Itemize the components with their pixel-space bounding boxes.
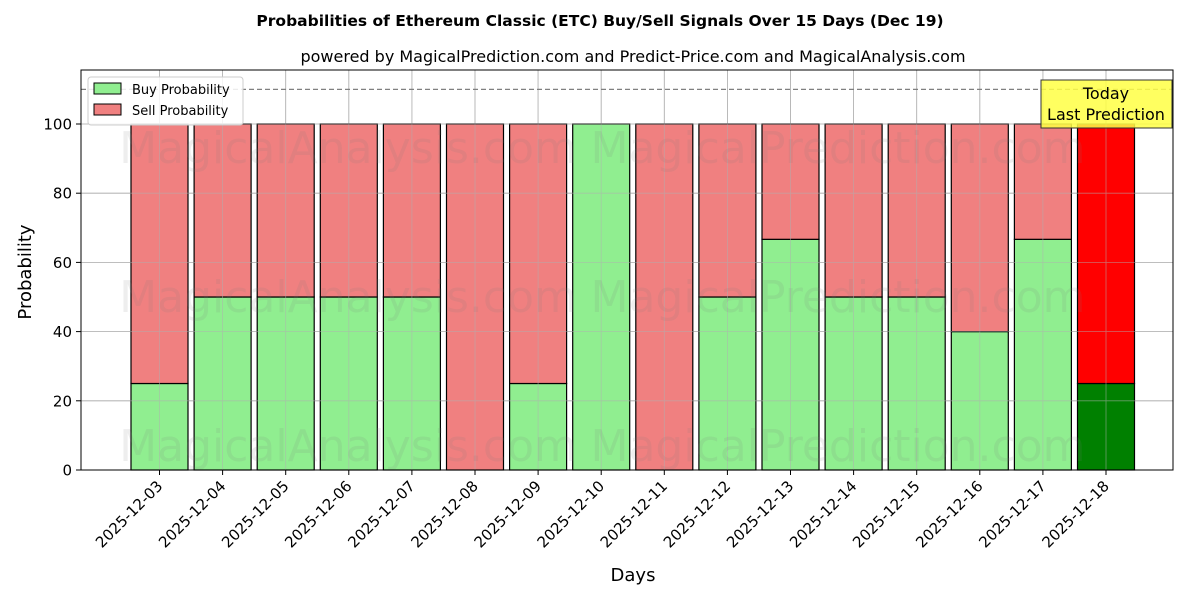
- x-tick-label: 2025-12-18: [1038, 477, 1112, 551]
- x-axis: 2025-12-032025-12-042025-12-052025-12-06…: [92, 470, 1113, 551]
- x-tick-label: 2025-12-15: [849, 477, 923, 551]
- x-tick-label: 2025-12-17: [975, 477, 1049, 551]
- x-tick-label: 2025-12-06: [281, 477, 355, 551]
- x-tick-label: 2025-12-11: [597, 477, 671, 551]
- x-tick-label: 2025-12-12: [660, 477, 734, 551]
- watermark: MagicalAnalysis.com: [119, 123, 577, 174]
- y-axis-label: Probability: [15, 224, 36, 319]
- y-tick-label: 60: [53, 254, 72, 272]
- x-tick-label: 2025-12-03: [92, 477, 166, 551]
- x-tick-label: 2025-12-05: [218, 477, 292, 551]
- x-tick-label: 2025-12-14: [786, 477, 860, 551]
- watermark: MagicalAnalysis.com: [119, 272, 577, 323]
- watermark: MagicalAnalysis.com: [119, 421, 577, 472]
- x-tick-label: 2025-12-04: [155, 477, 229, 551]
- annotation-line1: Today: [1082, 84, 1129, 103]
- x-tick-label: 2025-12-09: [471, 477, 545, 551]
- y-tick-label: 80: [53, 185, 72, 203]
- y-tick-label: 0: [62, 462, 72, 480]
- y-tick-label: 40: [53, 323, 72, 341]
- x-tick-label: 2025-12-16: [912, 477, 986, 551]
- watermarks: MagicalAnalysis.com MagicalPrediction.com…: [119, 123, 1085, 472]
- legend-box: [87, 76, 244, 126]
- legend-label-sell: Sell Probability: [132, 104, 229, 119]
- legend-swatch-buy: [93, 82, 122, 95]
- x-tick-label: 2025-12-07: [344, 477, 418, 551]
- x-axis-label: Days: [611, 565, 656, 586]
- x-tick-label: 2025-12-08: [407, 477, 481, 551]
- legend: Buy Probability Sell Probability: [87, 76, 244, 126]
- legend-label-buy: Buy Probability: [132, 83, 230, 98]
- watermark: MagicalPrediction.com: [591, 123, 1086, 174]
- x-tick-label: 2025-12-10: [534, 477, 608, 551]
- y-axis: 0 20 40 60 80 100: [43, 116, 81, 480]
- watermark: MagicalPrediction.com: [591, 421, 1086, 472]
- plot-frame: [80, 69, 1174, 471]
- y-tick-label: 20: [53, 392, 72, 410]
- chart-subtitle: powered by MagicalPrediction.com and Pre…: [300, 47, 965, 66]
- annotation-line2: Last Prediction: [1047, 105, 1165, 124]
- y-tick-label: 100: [43, 116, 72, 134]
- watermark: MagicalPrediction.com: [591, 272, 1086, 323]
- annotation-box: [1040, 79, 1173, 129]
- today-annotation: Today Last Prediction: [1040, 79, 1173, 129]
- chart-title: Probabilities of Ethereum Classic (ETC) …: [256, 12, 943, 30]
- x-tick-label: 2025-12-13: [723, 477, 797, 551]
- legend-swatch-sell: [93, 103, 122, 116]
